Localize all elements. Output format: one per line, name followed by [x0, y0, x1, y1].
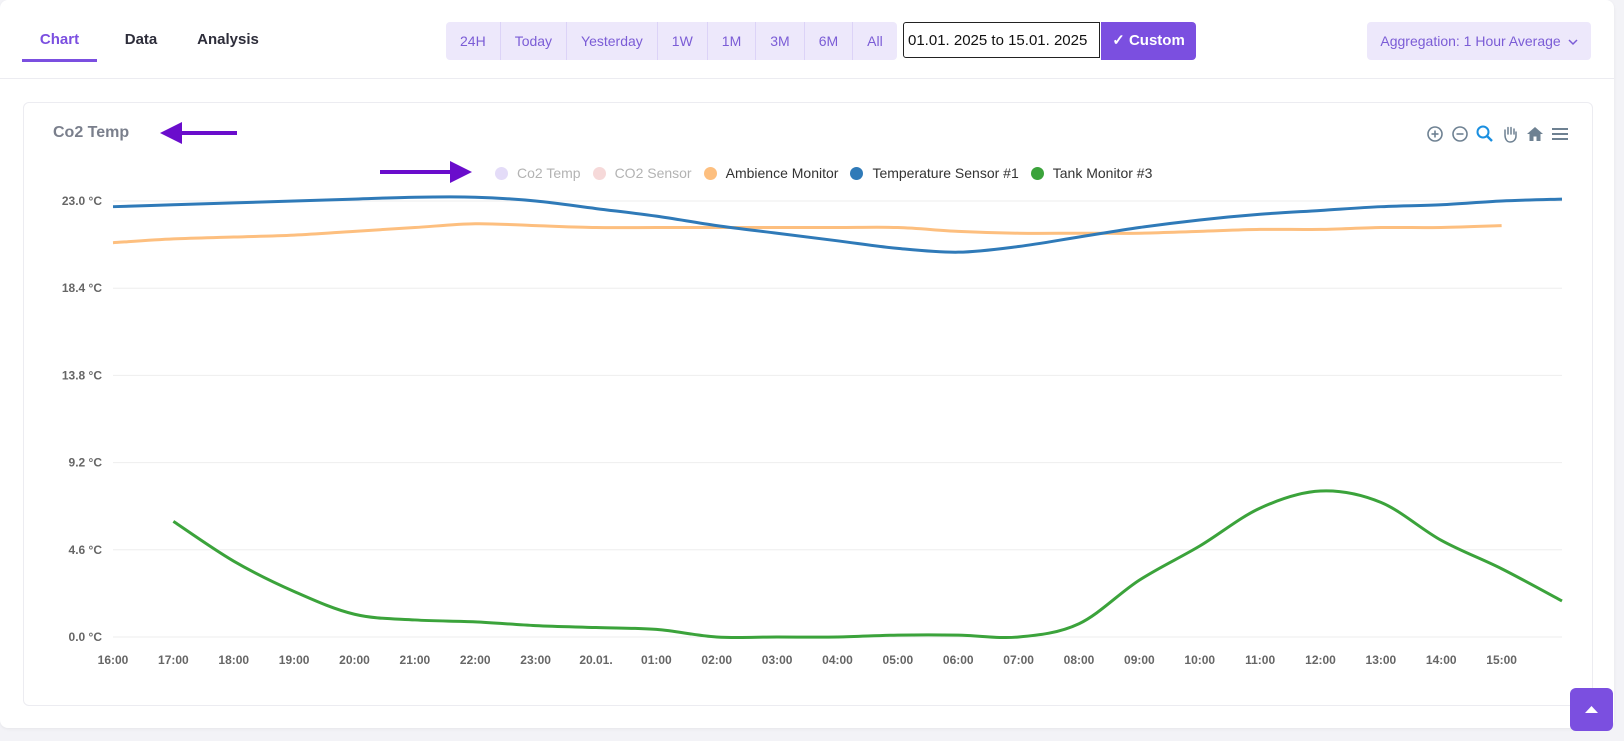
- annotation-arrow-left-head: [160, 122, 182, 144]
- date-range-input[interactable]: [903, 22, 1100, 58]
- x-tick-label: 12:00: [1305, 653, 1336, 667]
- range-1w-button[interactable]: 1W: [658, 22, 708, 60]
- legend-label: Temperature Sensor #1: [872, 165, 1019, 181]
- custom-button-label: Custom: [1128, 32, 1185, 49]
- x-tick-label: 20.01.: [579, 653, 612, 667]
- tab-analysis[interactable]: Analysis: [197, 31, 259, 48]
- tab-chart[interactable]: Chart: [22, 0, 97, 62]
- x-tick-label: 02:00: [701, 653, 732, 667]
- legend-label: CO2 Sensor: [614, 165, 692, 181]
- time-range-group: 24H Today Yesterday 1W 1M 3M 6M All: [446, 22, 897, 60]
- x-tick-label: 07:00: [1003, 653, 1034, 667]
- range-1m-button[interactable]: 1M: [708, 22, 757, 60]
- zoom-select-icon[interactable]: [1475, 124, 1495, 144]
- legend-marker: [703, 166, 717, 180]
- y-tick-label: 0.0 °C: [69, 630, 103, 644]
- y-tick-label: 13.8 °C: [62, 368, 102, 382]
- x-tick-label: 03:00: [762, 653, 793, 667]
- top-bar: Chart Data Analysis 24H Today Yesterday …: [0, 0, 1614, 79]
- x-tick-label: 11:00: [1245, 653, 1275, 667]
- chart-title: Co2 Temp: [53, 124, 130, 141]
- y-tick-label: 23.0 °C: [62, 194, 102, 208]
- x-tick-label: 17:00: [158, 653, 189, 667]
- x-tick-label: 09:00: [1124, 653, 1155, 667]
- x-tick-label: 18:00: [218, 653, 249, 667]
- y-tick-label: 9.2 °C: [69, 456, 103, 470]
- annotation-arrows: [160, 122, 472, 183]
- chart-series: [112, 195, 1563, 640]
- check-icon: ✓: [1112, 32, 1125, 49]
- legend-label: Ambience Monitor: [725, 165, 839, 181]
- series-line-temperature-sensor-1: [112, 195, 1563, 254]
- x-tick-label: 22:00: [460, 653, 491, 667]
- legend-marker: [850, 166, 864, 180]
- x-tick-label: 20:00: [339, 653, 370, 667]
- chart-legend: Co2 Temp CO2 Sensor Ambience Monitor Tem…: [495, 163, 1164, 183]
- tab-data[interactable]: Data: [124, 31, 158, 48]
- y-tick-label: 4.6 °C: [69, 543, 103, 557]
- legend-label: Tank Monitor #3: [1052, 165, 1153, 181]
- custom-range-button[interactable]: ✓ Custom: [1101, 22, 1196, 60]
- x-tick-label: 21:00: [400, 653, 431, 667]
- range-3m-button[interactable]: 3M: [756, 22, 805, 60]
- legend-marker: [592, 166, 606, 180]
- legend-item-co2-temp[interactable]: Co2 Temp: [495, 165, 581, 181]
- legend-item-co2-sensor[interactable]: CO2 Sensor: [592, 165, 692, 181]
- x-tick-label: 14:00: [1426, 653, 1457, 667]
- x-tick-label: 04:00: [822, 653, 853, 667]
- y-tick-label: 18.4 °C: [62, 281, 102, 295]
- range-yesterday-button[interactable]: Yesterday: [567, 22, 658, 60]
- home-icon[interactable]: [1525, 124, 1545, 144]
- x-tick-label: 06:00: [943, 653, 974, 667]
- chart-grid: [113, 200, 1562, 638]
- scroll-to-top-button[interactable]: [1570, 688, 1613, 731]
- legend-label: Co2 Temp: [517, 165, 581, 181]
- chevron-down-icon: [1568, 39, 1578, 46]
- x-tick-label: 13:00: [1366, 653, 1397, 667]
- legend-marker: [495, 166, 508, 180]
- menu-icon[interactable]: [1550, 124, 1570, 144]
- legend-item-ambience-monitor[interactable]: Ambience Monitor: [703, 165, 839, 181]
- annotation-arrow-right-head: [450, 161, 472, 183]
- legend-marker: [1030, 166, 1044, 180]
- range-all-button[interactable]: All: [867, 33, 883, 49]
- x-tick-label: 15:00: [1486, 653, 1517, 667]
- zoom-out-icon[interactable]: [1450, 124, 1470, 144]
- x-axis-labels: 16:00 17:00 18:00 19:00 20:00 21:00 22:00 23:00…: [98, 653, 1518, 667]
- range-6m-button[interactable]: 6M: [805, 22, 854, 60]
- pan-hand-icon[interactable]: [1500, 124, 1520, 144]
- x-tick-label: 23:00: [520, 653, 551, 667]
- x-tick-label: 05:00: [883, 653, 914, 667]
- x-tick-label: 01:00: [641, 653, 672, 667]
- x-tick-label: 10:00: [1184, 653, 1215, 667]
- chart-toolbar: [1425, 124, 1570, 146]
- range-today-button[interactable]: Today: [501, 22, 568, 60]
- aggregation-label: Aggregation: 1 Hour Average: [1380, 33, 1561, 49]
- legend-item-temperature-sensor-1[interactable]: Temperature Sensor #1: [850, 165, 1019, 181]
- series-line-ambience-monitor: [112, 222, 1502, 245]
- y-axis-labels: 23.0 °C 18.4 °C 13.8 °C 9.2 °C 4.6 °C 0.0 °C: [62, 194, 102, 644]
- aggregation-dropdown[interactable]: Aggregation: 1 Hour Average: [1367, 22, 1591, 60]
- range-24h-button[interactable]: 24H: [446, 22, 501, 60]
- x-tick-label: 08:00: [1064, 653, 1095, 667]
- x-tick-label: 19:00: [279, 653, 310, 667]
- series-line-tank-monitor-3: [172, 489, 1563, 640]
- zoom-in-icon[interactable]: [1425, 124, 1445, 144]
- x-tick-label: 16:00: [98, 653, 129, 667]
- caret-up-icon: [1585, 706, 1598, 713]
- legend-item-tank-monitor-3[interactable]: Tank Monitor #3: [1030, 165, 1153, 181]
